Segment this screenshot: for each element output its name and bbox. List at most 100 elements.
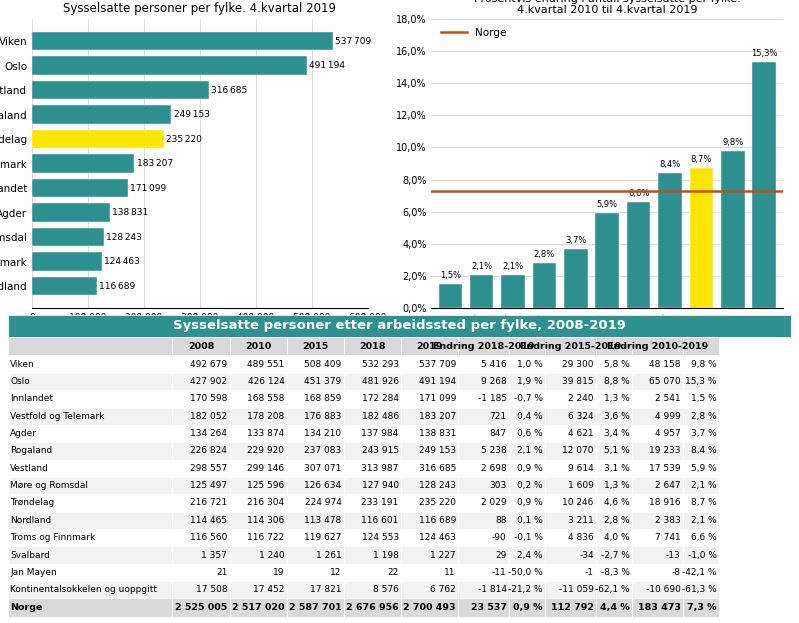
- Bar: [287, 529, 344, 546]
- Text: -21,2 %: -21,2 %: [508, 585, 543, 594]
- Bar: [459, 356, 509, 373]
- Text: 8,8 %: 8,8 %: [604, 377, 630, 386]
- Bar: [344, 442, 401, 460]
- Bar: [287, 425, 344, 442]
- Bar: [545, 494, 596, 511]
- Bar: [173, 581, 229, 599]
- Text: 2 525 005: 2 525 005: [175, 603, 227, 612]
- Bar: [459, 407, 509, 425]
- Text: 226 824: 226 824: [190, 447, 227, 455]
- Text: 0,4 %: 0,4 %: [517, 412, 543, 421]
- Text: 229 920: 229 920: [248, 447, 284, 455]
- Text: -62,1 %: -62,1 %: [595, 585, 630, 594]
- Bar: [287, 442, 344, 460]
- Text: Oslo: Oslo: [10, 377, 30, 386]
- Text: 4 999: 4 999: [655, 412, 681, 421]
- Bar: [632, 373, 683, 390]
- Text: 2008: 2008: [188, 342, 214, 351]
- Text: Viken: Viken: [10, 359, 35, 369]
- Text: 125 596: 125 596: [247, 481, 284, 490]
- Bar: [632, 477, 683, 494]
- Bar: [459, 599, 509, 617]
- Bar: [545, 546, 596, 564]
- Bar: [459, 511, 509, 529]
- Text: 0,2 %: 0,2 %: [517, 481, 543, 490]
- Text: 2 517 020: 2 517 020: [232, 603, 284, 612]
- Text: 508 409: 508 409: [304, 359, 341, 369]
- Text: 1 357: 1 357: [201, 551, 227, 559]
- Bar: [683, 337, 719, 356]
- Text: 235 220: 235 220: [165, 135, 201, 143]
- Text: 2019: 2019: [416, 342, 443, 351]
- Bar: [229, 407, 287, 425]
- Text: 3,1 %: 3,1 %: [604, 464, 630, 473]
- Bar: [344, 477, 401, 494]
- Text: 116 689: 116 689: [99, 282, 136, 290]
- Text: Jan Mayen: Jan Mayen: [10, 568, 57, 577]
- Bar: [401, 356, 458, 373]
- Bar: [632, 494, 683, 511]
- Bar: [344, 337, 401, 356]
- Text: 116 560: 116 560: [190, 533, 227, 542]
- Legend: Norge: Norge: [437, 24, 511, 42]
- Bar: [173, 407, 229, 425]
- Bar: [32, 179, 128, 197]
- Bar: [287, 356, 344, 373]
- Bar: [545, 337, 596, 356]
- Text: 124 553: 124 553: [362, 533, 399, 542]
- Bar: [596, 407, 632, 425]
- Text: 8,4%: 8,4%: [659, 160, 681, 169]
- Text: 6,6%: 6,6%: [628, 189, 650, 198]
- Text: 4 957: 4 957: [655, 429, 681, 438]
- Text: Endring 2018-2019: Endring 2018-2019: [433, 342, 535, 351]
- Text: 12 070: 12 070: [562, 447, 594, 455]
- Text: 2 700 493: 2 700 493: [403, 603, 456, 612]
- Text: 5,8 %: 5,8 %: [604, 359, 630, 369]
- Bar: [596, 546, 632, 564]
- Bar: [545, 460, 596, 477]
- Text: 113 478: 113 478: [304, 516, 341, 525]
- Bar: [229, 494, 287, 511]
- Text: 1,5 %: 1,5 %: [691, 394, 717, 403]
- Bar: [596, 599, 632, 617]
- Bar: [173, 356, 229, 373]
- Bar: [344, 581, 401, 599]
- Text: 847: 847: [490, 429, 507, 438]
- Text: 126 634: 126 634: [304, 481, 341, 490]
- Text: 2 698: 2 698: [481, 464, 507, 473]
- Text: 183 207: 183 207: [419, 412, 456, 421]
- Text: 451 379: 451 379: [304, 377, 341, 386]
- Bar: [596, 494, 632, 511]
- Text: 22: 22: [388, 568, 399, 577]
- Bar: [459, 564, 509, 581]
- Text: 4 621: 4 621: [568, 429, 594, 438]
- Bar: [401, 442, 458, 460]
- Bar: [509, 511, 545, 529]
- Text: 19: 19: [273, 568, 284, 577]
- Bar: [344, 390, 401, 407]
- Text: 10 246: 10 246: [562, 498, 594, 508]
- Text: 116 689: 116 689: [419, 516, 456, 525]
- Text: 249 153: 249 153: [173, 110, 209, 119]
- Text: 0,9 %: 0,9 %: [513, 603, 543, 612]
- Bar: [683, 373, 719, 390]
- Bar: [344, 407, 401, 425]
- Text: 114 306: 114 306: [247, 516, 284, 525]
- Bar: [287, 564, 344, 581]
- Text: 5,1 %: 5,1 %: [604, 447, 630, 455]
- Text: 134 210: 134 210: [304, 429, 341, 438]
- Text: 492 679: 492 679: [190, 359, 227, 369]
- Bar: [287, 477, 344, 494]
- Text: 249 153: 249 153: [419, 447, 456, 455]
- Bar: [509, 425, 545, 442]
- Bar: [344, 460, 401, 477]
- Bar: [459, 546, 509, 564]
- Bar: [287, 460, 344, 477]
- Text: 426 124: 426 124: [248, 377, 284, 386]
- Text: 216 721: 216 721: [190, 498, 227, 508]
- Bar: [344, 564, 401, 581]
- Text: 171 099: 171 099: [130, 184, 166, 193]
- Bar: [683, 494, 719, 511]
- Bar: [683, 356, 719, 373]
- Text: 21: 21: [216, 568, 227, 577]
